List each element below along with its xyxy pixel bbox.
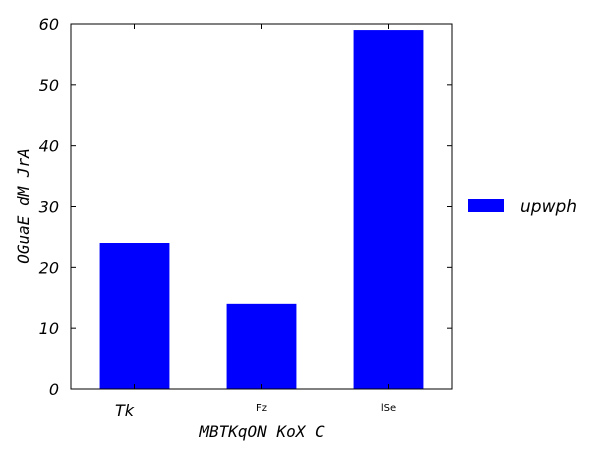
y-tick-label-30: 30	[39, 198, 59, 217]
y-tick-label-0: 0	[49, 380, 59, 399]
y-tick-label-40: 40	[39, 137, 59, 156]
legend-label-upwph: upwph	[520, 197, 577, 217]
x-tick-label-fz: Fz	[256, 403, 267, 414]
legend: upwph	[468, 197, 577, 217]
y-tick-label-20: 20	[39, 258, 59, 277]
y-tick-label-50: 50	[39, 76, 59, 95]
bars-layer	[99, 30, 424, 389]
x-axis-label: MBTKqON KoX C	[198, 422, 325, 441]
y-axis-label: OGuaE dM JrA	[14, 148, 33, 264]
bar-fz	[226, 303, 297, 389]
bar-lse	[353, 30, 424, 389]
y-tick-label-10: 10	[39, 319, 59, 338]
y-tick-label-60: 60	[39, 15, 59, 34]
legend-swatch-upwph	[468, 199, 504, 212]
x-tick-label-tk: Tk	[115, 401, 135, 420]
bar-tk	[99, 243, 170, 389]
x-tick-label-lse: lSe	[381, 403, 396, 414]
ticks-layer: 0 10 20 30 40 50 60 Tk Fz lSe	[39, 15, 452, 420]
